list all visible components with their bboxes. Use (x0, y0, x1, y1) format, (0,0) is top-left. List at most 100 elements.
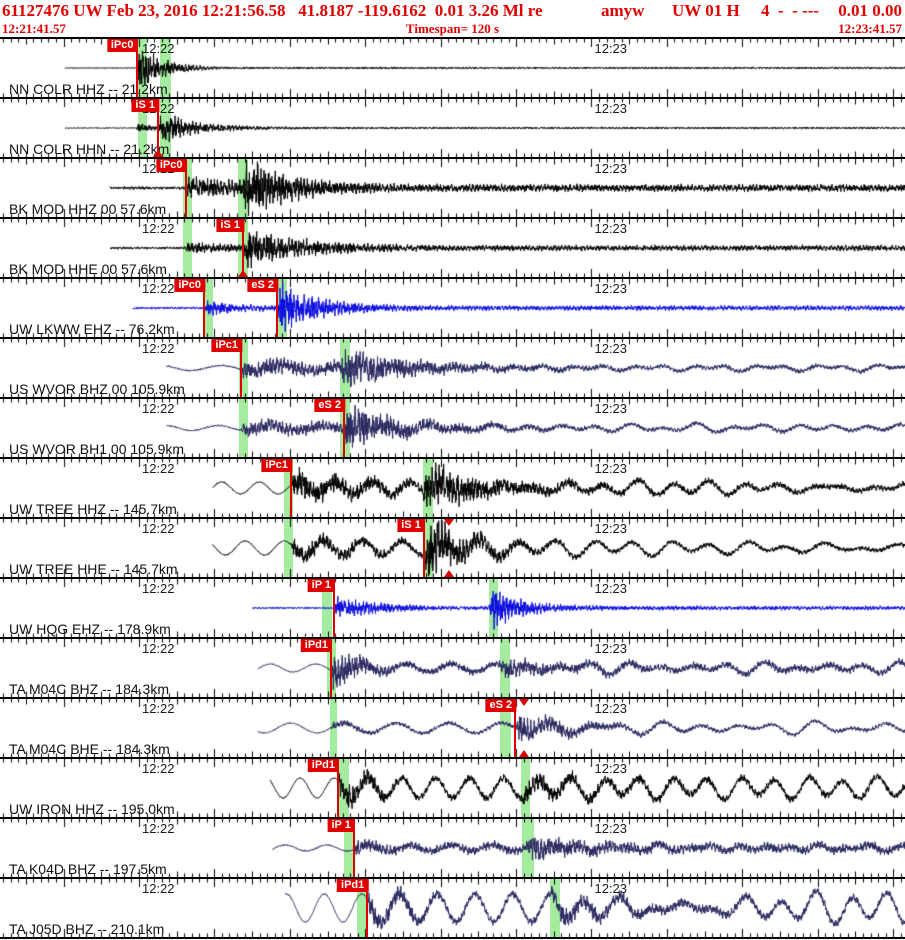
station-label: UW LKWW EHZ -- 76.2km (9, 321, 175, 337)
waveform-canvas[interactable] (0, 219, 905, 277)
clock-tick-label: 12:23 (594, 641, 628, 656)
trace-panel-uw-lkww-ehz: 12:22 12:23 iPc0 eS 2 UW LKWW EHZ -- 76.2km (0, 277, 905, 337)
window-end-time: 12:23:41.57 (838, 21, 902, 36)
pick-line[interactable] (330, 639, 332, 697)
waveform-canvas[interactable] (0, 39, 905, 97)
clock-tick-label: 12:23 (594, 101, 628, 116)
station-label: UW TREE HHZ -- 145.7km (9, 501, 177, 517)
station-label: TA M04C BHE -- 184.3km (9, 741, 170, 757)
station-label: BK MOD HHE 00 57.6km (9, 261, 167, 277)
clock-tick-label: 12:23 (594, 281, 628, 296)
station-label: NN COLR HHN -- 21.2km (9, 141, 170, 157)
trace-panel-ta-j05d-bhz: 12:22 12:23 iPd1 TA J05D BHZ -- 210.1km (0, 877, 905, 937)
pick-flag[interactable]: iPd1 (300, 639, 332, 652)
trace-panel-uw-tree-hhz: 12:22 12:23 iPc1 UW TREE HHZ -- 145.7km (0, 457, 905, 517)
clock-tick-label: 12:22 (141, 521, 175, 536)
pick-line[interactable] (514, 699, 517, 757)
trace-panel-nn-colr-hhz: 12:22 12:23 iPc0 NN COLR HHZ -- 21.2km (0, 37, 905, 97)
waveform-canvas[interactable] (0, 699, 905, 757)
event-summary: 61127476 UW Feb 23, 2016 12:21:56.58 41.… (2, 1, 543, 20)
timespan-label: Timespan= 120 s (405, 21, 500, 36)
pick-flag[interactable]: iPc0 (106, 39, 138, 52)
waveform-canvas[interactable] (0, 579, 905, 637)
pick-line[interactable] (184, 159, 187, 217)
trace-panel-uw-hqg-ehz: 12:22 12:23 iP 1 UW HQG EHZ -- 178.9km (0, 577, 905, 637)
pick-line[interactable] (333, 579, 336, 637)
waveform-canvas[interactable] (0, 819, 905, 877)
pick-line[interactable] (366, 879, 369, 937)
clock-tick-label: 12:22 (141, 221, 175, 236)
amplitude-marker-icon[interactable] (444, 570, 455, 577)
pick-line[interactable] (422, 519, 425, 577)
pick-flag[interactable]: iPc0 (155, 159, 187, 172)
trace-panel-bk-mod-hhe: 12:22 12:23 iS 1 BK MOD HHE 00 57.6km (0, 217, 905, 277)
waveform-canvas[interactable] (0, 159, 905, 217)
network-code: UW 01 H (672, 1, 740, 20)
pick-line[interactable] (290, 459, 293, 517)
residuals: 0.01 0.00 (838, 1, 902, 20)
quality-flags: 4 - - --- (761, 1, 820, 20)
clock-tick-label: 12:22 (141, 821, 175, 836)
pick-flag[interactable]: iP 1 (307, 579, 336, 592)
pick-line[interactable] (337, 759, 340, 817)
pick-line[interactable] (241, 219, 244, 277)
trace-panel-ta-m04c-bhz: 12:22 12:23 iPd1 TA M04C BHZ -- 184.3km (0, 637, 905, 697)
station-label: TA K04D BHZ -- 197.5km (9, 861, 167, 877)
pick-flag[interactable]: iPd1 (337, 879, 369, 892)
pick-flag[interactable]: iPc1 (211, 339, 243, 352)
waveform-canvas[interactable] (0, 759, 905, 817)
pick-line[interactable] (343, 399, 346, 457)
amplitude-marker-icon[interactable] (519, 699, 530, 706)
amplitude-marker-icon[interactable] (519, 750, 530, 757)
pick-flag[interactable]: iS 1 (397, 519, 425, 532)
waveform-canvas[interactable] (0, 279, 905, 337)
clock-tick-label: 12:22 (141, 641, 175, 656)
pick-flag[interactable]: iP 1 (327, 819, 355, 832)
pick-flag[interactable]: eS 2 (314, 399, 346, 412)
pick-line[interactable] (203, 279, 205, 337)
amplitude-marker-icon[interactable] (444, 519, 455, 526)
pick-flag[interactable]: iPc0 (174, 279, 205, 292)
clock-tick-label: 12:23 (594, 761, 628, 776)
station-label: BK MOD HHZ 00 57.6km (9, 201, 167, 217)
station-label: US WVOR BHZ 00 105.9km (9, 381, 185, 397)
pick-flag[interactable]: eS 2 (247, 279, 278, 292)
pick-line[interactable] (240, 339, 243, 397)
pick-flag[interactable]: eS 2 (485, 699, 517, 712)
waveform-canvas[interactable] (0, 339, 905, 397)
clock-tick-label: 12:23 (594, 521, 628, 536)
amplitude-marker-icon[interactable] (152, 150, 163, 157)
waveform-canvas[interactable] (0, 879, 905, 937)
waveform-canvas[interactable] (0, 519, 905, 577)
pick-flag[interactable]: iS 1 (216, 219, 244, 232)
pick-line[interactable] (276, 279, 278, 337)
clock-tick-label: 12:23 (594, 41, 628, 56)
station-label: NN COLR HHZ -- 21.2km (9, 81, 168, 97)
station-label: TA M04C BHZ -- 184.3km (9, 681, 170, 697)
clock-tick-label: 12:23 (594, 461, 628, 476)
waveform-canvas[interactable] (0, 459, 905, 517)
pick-flag[interactable]: iPc1 (261, 459, 293, 472)
clock-tick-label: 12:23 (594, 701, 628, 716)
trace-panel-us-wvor-bhz: 12:22 12:23 iPc1 US WVOR BHZ 00 105.9km (0, 337, 905, 397)
pick-line[interactable] (352, 819, 355, 877)
clock-tick-label: 12:23 (594, 401, 628, 416)
waveform-canvas[interactable] (0, 639, 905, 697)
clock-tick-label: 12:22 (141, 41, 175, 56)
pick-line[interactable] (156, 99, 159, 157)
analyst-id: amyw (601, 1, 645, 20)
amplitude-marker-icon[interactable] (237, 270, 248, 277)
clock-tick-label: 12:23 (594, 881, 628, 896)
pick-flag[interactable]: iS 1 (131, 99, 159, 112)
clock-tick-label: 12:22 (141, 281, 175, 296)
event-header: 61127476 UW Feb 23, 2016 12:21:56.58 41.… (0, 0, 905, 37)
clock-tick-label: 12:23 (594, 161, 628, 176)
pick-flag[interactable]: iPd1 (307, 759, 340, 772)
clock-tick-label: 12:23 (594, 221, 628, 236)
trace-panel-uw-iron-hhz: 12:22 12:23 iPd1 UW IRON HHZ -- 195.0km (0, 757, 905, 817)
waveform-canvas[interactable] (0, 399, 905, 457)
pick-line[interactable] (135, 39, 138, 97)
clock-tick-label: 12:22 (141, 701, 175, 716)
